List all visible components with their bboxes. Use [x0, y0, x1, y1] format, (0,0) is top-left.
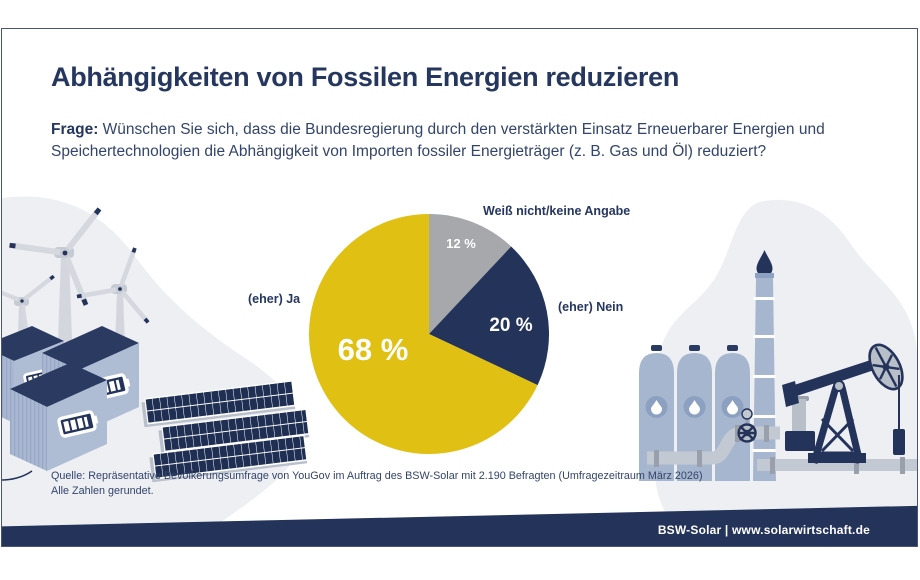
pie-value-12: 12 %: [446, 236, 476, 251]
counterweight-wheel-icon: [868, 343, 904, 391]
question-line-2: Speichertechnologien die Abhängigkeit vo…: [51, 143, 767, 160]
solar-panel-icon: [141, 380, 296, 428]
flame-icon: [756, 250, 773, 277]
battery-container-icon: [2, 363, 107, 481]
valve-icon: [737, 408, 757, 443]
source-line-2: Alle Zahlen gerundet.: [51, 485, 154, 497]
pie-slice-12pct: [429, 214, 512, 334]
legend-weiss-nicht: Weiß nicht/keine Angabe: [483, 204, 631, 218]
page-title: Abhängigkeiten von Fossilen Energien red…: [51, 62, 680, 92]
legend-eher-nein: (eher) Nein: [558, 300, 624, 314]
solar-panel-icon: [158, 408, 310, 456]
pump-jack-icon: [782, 343, 905, 464]
pie-slice-68pct: [309, 214, 538, 454]
solar-panel-icon: [149, 434, 308, 483]
pie-slice-20pct: [429, 246, 549, 386]
survey-question: Frage: Wünschen Sie sich, dass die Bunde…: [51, 119, 825, 163]
storage-tank-icon: [639, 345, 674, 481]
footer-brand: BSW-Solar | www.solarwirtschaft.de: [657, 523, 870, 537]
infographic-card: Abhängigkeiten von Fossilen Energien red…: [1, 28, 918, 547]
question-line-1: Frage: Wünschen Sie sich, dass die Bunde…: [51, 121, 825, 138]
pie-value-20: 20 %: [489, 315, 533, 336]
legend-eher-ja: (eher) Ja: [248, 292, 301, 306]
pie-value-68: 68 %: [337, 332, 409, 367]
question-label: Frage:: [51, 121, 99, 138]
fossil-illustration: [639, 199, 917, 546]
source-line-1: Quelle: Repräsentative Bevölkerungsumfra…: [51, 470, 703, 482]
storage-tank-icon: [677, 345, 712, 481]
source-note: Quelle: Repräsentative Bevölkerungsumfra…: [51, 469, 703, 499]
renewables-illustration: [2, 196, 310, 546]
pie-chart: [309, 214, 549, 454]
